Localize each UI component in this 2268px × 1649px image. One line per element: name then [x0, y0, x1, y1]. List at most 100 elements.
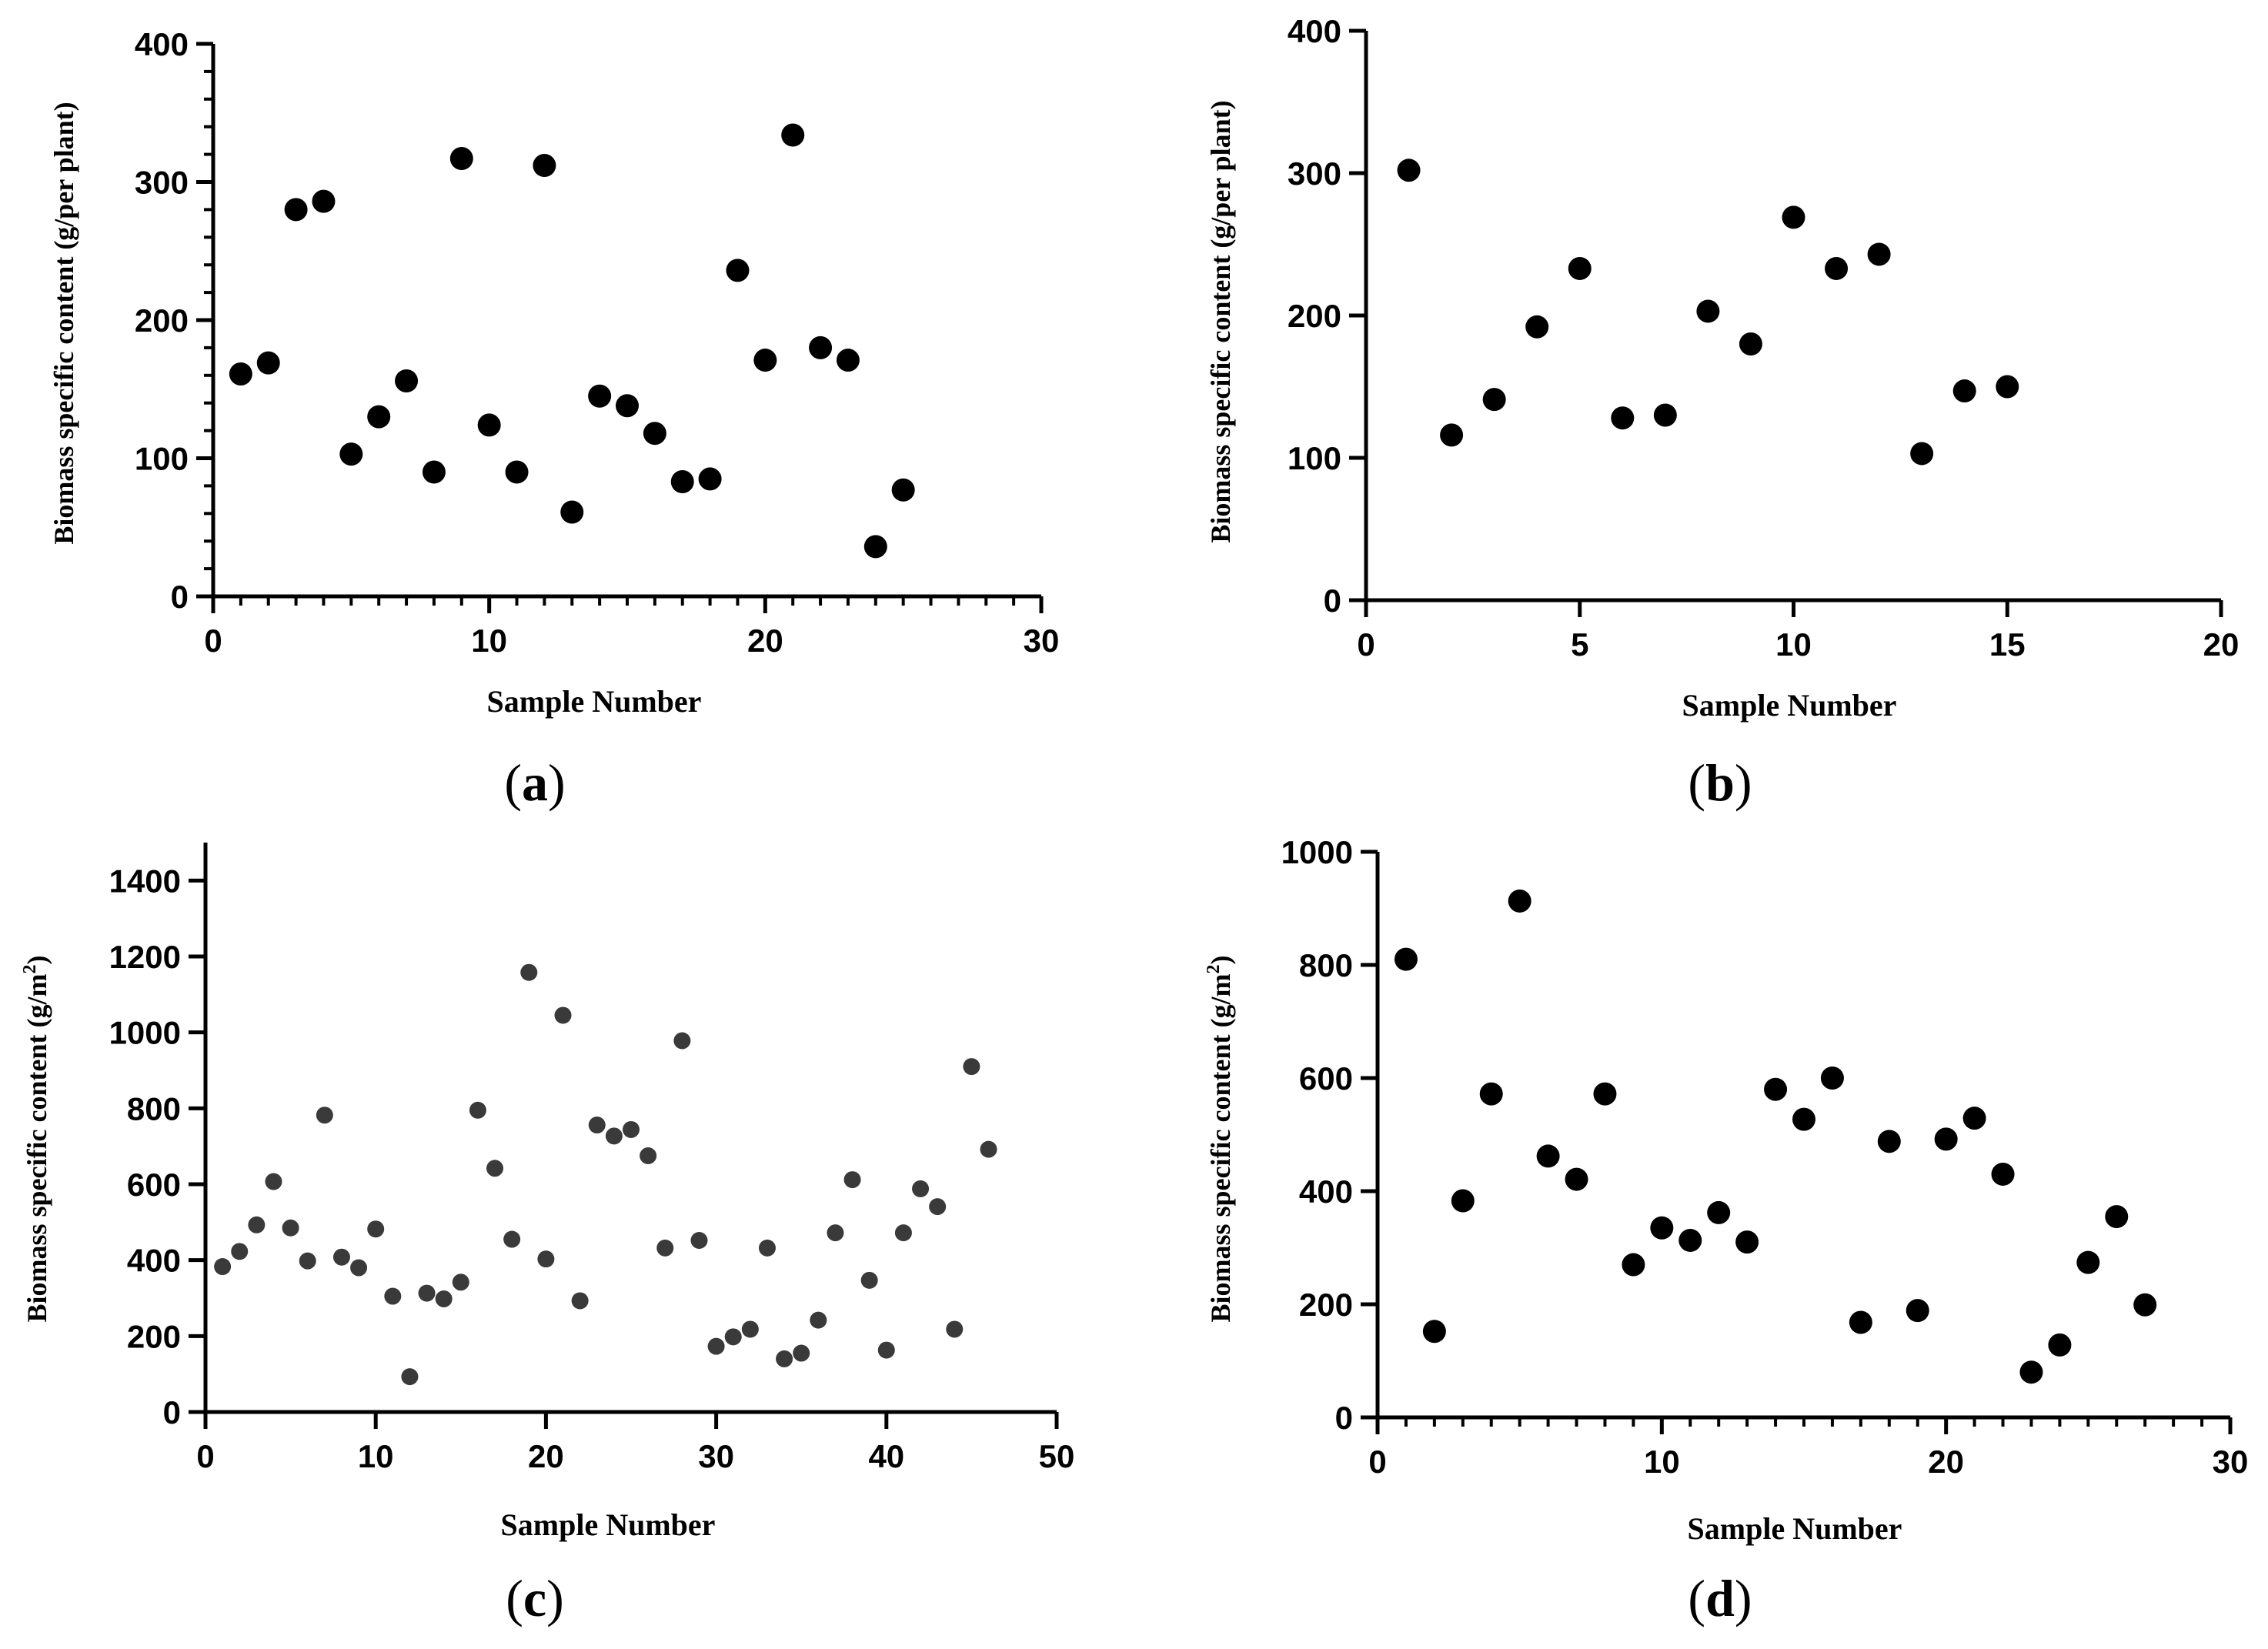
- data-point: [316, 1107, 333, 1124]
- data-point: [1696, 299, 1720, 323]
- y-tick-label: 300: [1288, 155, 1341, 192]
- x-tick-label: 0: [196, 1438, 214, 1474]
- data-point: [1678, 1228, 1702, 1252]
- x-tick-label: 20: [2203, 626, 2240, 663]
- data-point: [2105, 1205, 2129, 1229]
- scatter-points-d: [1394, 889, 2157, 1384]
- panel-label-d: (d): [1688, 1569, 1752, 1627]
- y-tick-label: 400: [1299, 1173, 1353, 1210]
- data-point: [533, 153, 556, 177]
- y-tick-label: 400: [127, 1243, 181, 1279]
- data-point: [1877, 1130, 1901, 1153]
- data-point: [843, 1171, 861, 1189]
- scatter-points-b: [1397, 159, 2019, 466]
- data-point: [640, 1147, 657, 1164]
- data-point: [1536, 1144, 1560, 1168]
- data-point: [810, 1311, 827, 1329]
- data-point: [2048, 1333, 2072, 1357]
- chart-panel-c: 0 10 20 30 40 50 0 200 400 600 800 1000 1200 1400 Sam…: [20, 843, 1074, 1627]
- scatter-points-c: [214, 963, 997, 1386]
- data-point: [231, 1243, 249, 1260]
- x-tick-label: 0: [204, 623, 222, 659]
- x-axis-title-b: Sample Number: [1682, 688, 1897, 723]
- data-point: [284, 198, 308, 222]
- data-point: [891, 478, 915, 502]
- data-point: [452, 1273, 469, 1291]
- data-point: [1906, 1299, 1929, 1323]
- x-tick-label: 0: [1357, 626, 1374, 663]
- data-point: [299, 1252, 316, 1270]
- y-tick-label: 200: [1299, 1287, 1353, 1323]
- data-point: [1952, 379, 1976, 403]
- data-point: [367, 405, 391, 429]
- data-point: [1820, 1067, 1844, 1090]
- data-point: [588, 1117, 606, 1134]
- panel-label-a: (a): [504, 753, 565, 812]
- data-point: [643, 422, 666, 446]
- x-axis-title-c: Sample Number: [501, 1507, 716, 1542]
- data-point: [312, 189, 336, 213]
- x-tick-label: 15: [1989, 626, 2026, 663]
- data-point: [698, 467, 722, 491]
- x-tick-label: 10: [358, 1438, 394, 1474]
- axes-c: 0 10 20 30 40 50 0 200 400 600 800 1000 1200 1400: [109, 843, 1074, 1474]
- data-point: [1707, 1200, 1731, 1224]
- x-axis-title-d: Sample Number: [1688, 1511, 1902, 1546]
- data-point: [1508, 889, 1531, 913]
- data-point: [1739, 332, 1762, 356]
- data-point: [560, 500, 584, 524]
- x-tick-label: 40: [868, 1438, 904, 1474]
- data-point: [1482, 388, 1506, 412]
- data-point: [827, 1224, 844, 1242]
- data-point: [339, 442, 363, 466]
- data-point: [1934, 1127, 1958, 1151]
- data-point: [1611, 406, 1635, 430]
- y-tick-label: 1000: [1281, 834, 1353, 870]
- y-tick-label: 300: [135, 165, 189, 201]
- y-tick-label: 0: [163, 1394, 181, 1430]
- data-point: [2133, 1293, 2157, 1317]
- data-point: [793, 1344, 810, 1362]
- data-point: [758, 1239, 776, 1257]
- data-point: [588, 384, 612, 408]
- data-point: [332, 1248, 350, 1266]
- data-point: [707, 1337, 725, 1355]
- data-point: [1593, 1082, 1617, 1106]
- data-point: [367, 1220, 385, 1238]
- data-point: [623, 1120, 640, 1138]
- data-point: [724, 1328, 742, 1346]
- data-point: [1622, 1253, 1645, 1277]
- y-tick-label: 100: [135, 441, 189, 477]
- data-point: [256, 351, 280, 375]
- data-point: [214, 1258, 232, 1276]
- data-point: [1568, 256, 1592, 280]
- y-tick-label: 600: [1299, 1060, 1353, 1097]
- data-point: [401, 1368, 419, 1386]
- x-tick-label: 20: [1928, 1444, 1964, 1480]
- data-point: [1565, 1167, 1588, 1191]
- data-point: [503, 1230, 521, 1248]
- x-tick-label: 10: [1644, 1444, 1680, 1480]
- data-point: [656, 1239, 674, 1257]
- data-point: [929, 1198, 947, 1216]
- data-point: [248, 1216, 266, 1233]
- data-point: [1991, 1162, 2015, 1186]
- data-point: [1451, 1189, 1475, 1213]
- panel-label-b: (b): [1688, 753, 1752, 812]
- data-point: [1996, 375, 2019, 399]
- data-point: [554, 1006, 572, 1024]
- panel-label-c: (c): [506, 1569, 564, 1627]
- data-point: [1792, 1107, 1815, 1131]
- data-point: [384, 1287, 402, 1305]
- y-tick-label: 1400: [109, 863, 181, 899]
- x-tick-label: 30: [698, 1438, 734, 1474]
- data-point: [673, 1032, 691, 1050]
- x-tick-label: 20: [747, 623, 783, 659]
- data-point: [1849, 1310, 1872, 1334]
- data-point: [505, 460, 529, 484]
- data-point: [616, 394, 639, 418]
